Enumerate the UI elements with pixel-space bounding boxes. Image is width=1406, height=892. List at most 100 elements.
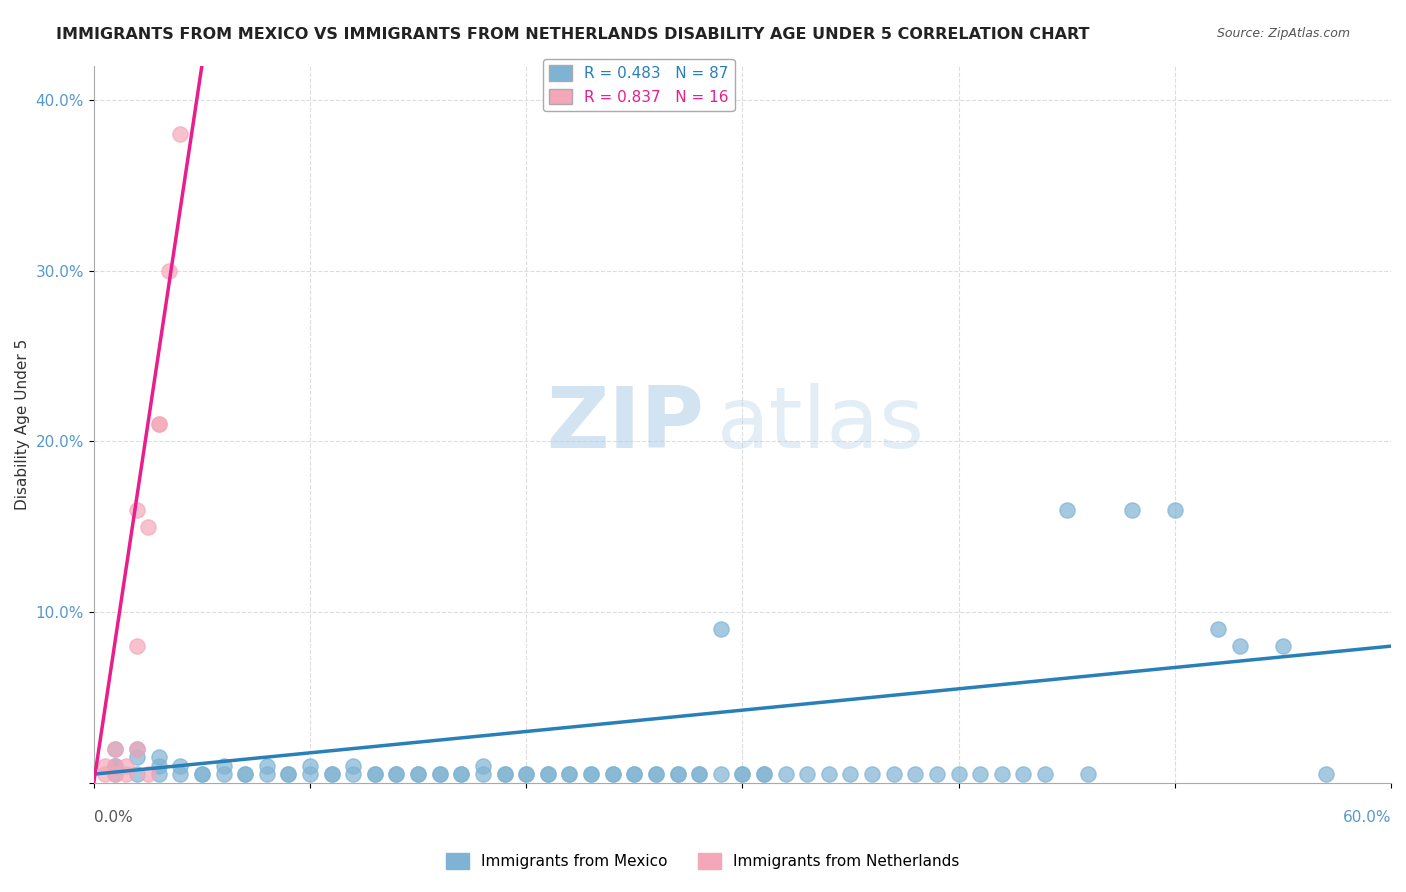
Point: [969, 767, 991, 781]
Point: [666, 767, 689, 781]
Point: [148, 750, 170, 764]
Point: [839, 767, 862, 781]
Text: 0.0%: 0.0%: [94, 810, 132, 825]
Point: [233, 767, 256, 781]
Point: [1056, 502, 1078, 516]
Point: [494, 767, 516, 781]
Point: [104, 741, 127, 756]
Point: [645, 767, 668, 781]
Point: [342, 758, 364, 772]
Point: [136, 767, 159, 781]
Point: [623, 767, 645, 781]
Point: [256, 758, 278, 772]
Point: [148, 417, 170, 432]
Point: [991, 767, 1014, 781]
Text: atlas: atlas: [717, 383, 924, 466]
Legend: R = 0.483   N = 87, R = 0.837   N = 16: R = 0.483 N = 87, R = 0.837 N = 16: [543, 59, 734, 111]
Point: [136, 519, 159, 533]
Point: [710, 767, 733, 781]
Point: [579, 767, 602, 781]
Point: [125, 502, 148, 516]
Point: [125, 639, 148, 653]
Point: [212, 758, 235, 772]
Point: [93, 767, 115, 781]
Point: [169, 127, 191, 141]
Point: [710, 622, 733, 636]
Point: [256, 767, 278, 781]
Point: [623, 767, 645, 781]
Point: [277, 767, 299, 781]
Point: [104, 767, 127, 781]
Point: [115, 758, 138, 772]
Point: [298, 767, 321, 781]
Point: [148, 417, 170, 432]
Point: [515, 767, 537, 781]
Point: [321, 767, 343, 781]
Point: [159, 263, 181, 277]
Point: [148, 758, 170, 772]
Point: [1271, 639, 1294, 653]
Point: [558, 767, 581, 781]
Point: [342, 767, 364, 781]
Point: [125, 767, 148, 781]
Point: [298, 758, 321, 772]
Point: [321, 767, 343, 781]
Point: [494, 767, 516, 781]
Point: [752, 767, 775, 781]
Point: [364, 767, 387, 781]
Point: [666, 767, 689, 781]
Point: [537, 767, 560, 781]
Point: [515, 767, 537, 781]
Point: [688, 767, 710, 781]
Point: [148, 767, 170, 781]
Point: [385, 767, 408, 781]
Text: ZIP: ZIP: [546, 383, 703, 466]
Point: [169, 758, 191, 772]
Point: [1206, 622, 1229, 636]
Point: [212, 767, 235, 781]
Point: [191, 767, 214, 781]
Text: Source: ZipAtlas.com: Source: ZipAtlas.com: [1216, 27, 1350, 40]
Point: [948, 767, 970, 781]
Point: [125, 750, 148, 764]
Point: [579, 767, 602, 781]
Point: [450, 767, 472, 781]
Point: [125, 741, 148, 756]
Point: [860, 767, 883, 781]
Point: [731, 767, 754, 781]
Point: [731, 767, 754, 781]
Text: IMMIGRANTS FROM MEXICO VS IMMIGRANTS FROM NETHERLANDS DISABILITY AGE UNDER 5 COR: IMMIGRANTS FROM MEXICO VS IMMIGRANTS FRO…: [56, 27, 1090, 42]
Point: [688, 767, 710, 781]
Point: [537, 767, 560, 781]
Y-axis label: Disability Age Under 5: Disability Age Under 5: [15, 339, 30, 510]
Point: [277, 767, 299, 781]
Point: [406, 767, 429, 781]
Point: [818, 767, 841, 781]
Point: [429, 767, 451, 781]
Point: [1229, 639, 1251, 653]
Point: [602, 767, 624, 781]
Point: [450, 767, 472, 781]
Point: [1315, 767, 1337, 781]
Point: [104, 758, 127, 772]
Text: 60.0%: 60.0%: [1343, 810, 1391, 825]
Point: [104, 767, 127, 781]
Point: [775, 767, 797, 781]
Point: [93, 758, 115, 772]
Point: [385, 767, 408, 781]
Point: [169, 767, 191, 781]
Point: [104, 741, 127, 756]
Point: [115, 767, 138, 781]
Point: [602, 767, 624, 781]
Point: [1164, 502, 1187, 516]
Point: [104, 758, 127, 772]
Point: [104, 758, 127, 772]
Point: [471, 758, 494, 772]
Point: [752, 767, 775, 781]
Point: [558, 767, 581, 781]
Legend: Immigrants from Mexico, Immigrants from Netherlands: Immigrants from Mexico, Immigrants from …: [440, 847, 966, 875]
Point: [125, 741, 148, 756]
Point: [1033, 767, 1056, 781]
Point: [645, 767, 668, 781]
Point: [191, 767, 214, 781]
